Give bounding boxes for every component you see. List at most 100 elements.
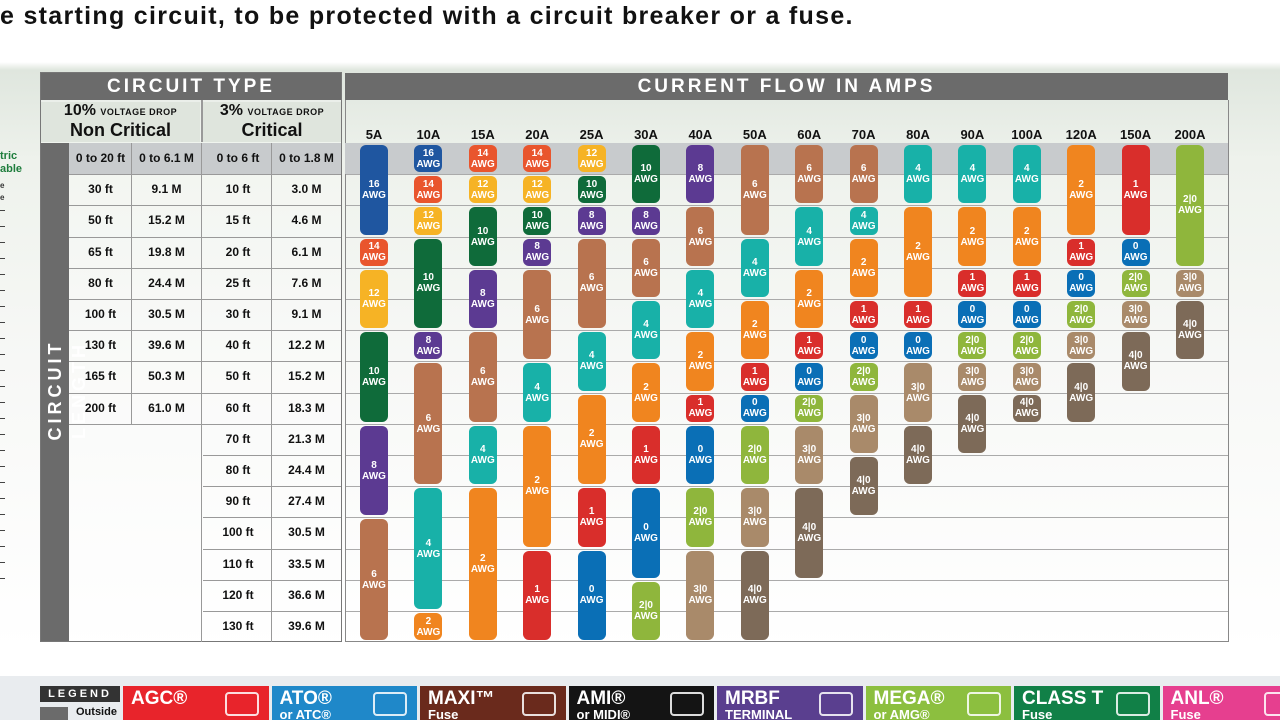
gauge-bar: 4|0 AWG bbox=[849, 457, 878, 516]
gauge-unit: AWG bbox=[688, 595, 713, 607]
gauge-unit: AWG bbox=[634, 220, 658, 232]
gauge-value: 4 bbox=[480, 443, 486, 455]
gauge-value: 1 bbox=[1132, 178, 1139, 190]
gauge-value: 14 bbox=[531, 147, 543, 159]
gauge-value: 6 bbox=[371, 568, 377, 580]
legend-item-sub: or ATC® bbox=[279, 707, 331, 720]
row-nc-ft: 100 ft bbox=[84, 307, 117, 321]
gauge-bar: 1 AWG bbox=[849, 301, 878, 329]
gauge-value: 3|0 bbox=[1128, 303, 1143, 315]
gauge-bar: 10 AWG bbox=[523, 207, 552, 235]
row-line-right bbox=[346, 423, 1228, 425]
gauge-unit: AWG bbox=[1069, 283, 1094, 295]
gauge-unit: AWG bbox=[797, 454, 822, 466]
gauge-value: 1 bbox=[643, 443, 649, 455]
gauge-value: 10 bbox=[368, 365, 380, 377]
row-nc-m: 50.3 M bbox=[148, 369, 185, 384]
legend-outside-swatch bbox=[40, 707, 68, 720]
gauge-bar: 1 AWG bbox=[958, 269, 987, 297]
row-line-right bbox=[346, 392, 1228, 394]
gauge-unit: AWG bbox=[525, 252, 550, 264]
gauge-unit: AWG bbox=[1069, 189, 1094, 201]
gauge-unit: AWG bbox=[525, 595, 550, 607]
gauge-bar: 3|0 AWG bbox=[849, 394, 878, 453]
gauge-bar: 2 AWG bbox=[523, 425, 552, 547]
legend-item-name: MRBF bbox=[725, 688, 780, 709]
gauge-value: 0 bbox=[588, 584, 595, 596]
gauge-bar: 10 AWG bbox=[414, 238, 443, 329]
gauge-value: 8 bbox=[425, 334, 432, 346]
row-c-ft: 30 ft bbox=[225, 307, 251, 321]
gauge-value: 3|0 bbox=[747, 506, 762, 518]
gauge-unit: AWG bbox=[470, 158, 495, 170]
legend-item-name: MEGA® bbox=[873, 688, 945, 709]
gauge-bar: 4|0 AWG bbox=[958, 394, 987, 453]
gauge-bar: 4 AWG bbox=[632, 301, 660, 360]
row-line-left bbox=[203, 486, 341, 488]
gauge-bar: 8 AWG bbox=[414, 332, 443, 360]
gauge-bar: 2 AWG bbox=[686, 332, 715, 391]
gauge-unit: AWG bbox=[634, 610, 658, 622]
gauge-bar: 1 AWG bbox=[795, 332, 824, 360]
legend-title: LEGEND bbox=[48, 688, 112, 700]
fuse-icon bbox=[1264, 692, 1280, 716]
gauge-value: 4|0 bbox=[802, 521, 817, 533]
gauge-bar: 2|0 AWG bbox=[849, 363, 878, 391]
gauge-unit: AWG bbox=[797, 376, 822, 388]
row-c-m: 30.5 M bbox=[288, 525, 325, 540]
gauge-bar: 14 AWG bbox=[468, 145, 497, 173]
gauge-unit: AWG bbox=[470, 376, 495, 388]
gauge-value: 8 bbox=[534, 241, 540, 253]
row-line-left bbox=[69, 299, 341, 300]
gauge-unit: AWG bbox=[1014, 174, 1039, 186]
tick-mark bbox=[0, 306, 5, 307]
gauge-bar: 10 AWG bbox=[632, 145, 660, 204]
amp-label: 200A bbox=[1174, 127, 1206, 142]
gauge-value: 2|0 bbox=[965, 334, 980, 346]
gauge-bar: 3|0 AWG bbox=[1176, 269, 1204, 297]
gauge-bar: 2|0 AWG bbox=[1012, 332, 1041, 360]
gauge-value: 2 bbox=[969, 225, 976, 237]
row-line-left bbox=[69, 174, 341, 176]
gauge-value: 2 bbox=[480, 553, 486, 565]
tick-mark bbox=[0, 258, 5, 259]
gauge-bar: 6 AWG bbox=[795, 145, 824, 204]
row-c-m: 39.6 M bbox=[288, 619, 325, 633]
gauge-bar: 10 AWG bbox=[360, 332, 388, 422]
tick-mark bbox=[0, 274, 5, 275]
gauge-value: 2 bbox=[643, 381, 649, 393]
gauge-unit: AWG bbox=[525, 158, 550, 170]
gauge-bar: 12 AWG bbox=[468, 176, 497, 204]
gauge-bar: 4 AWG bbox=[523, 363, 552, 422]
legend-item: AGC® bbox=[123, 686, 269, 720]
gauge-bar: 4 AWG bbox=[577, 332, 606, 391]
gauge-bar: 4 AWG bbox=[686, 269, 715, 329]
row-line-right bbox=[346, 267, 1228, 269]
gauge-bar: 4|0 AWG bbox=[795, 488, 824, 578]
gauge-bar: 1 AWG bbox=[904, 301, 932, 329]
gauge-value: 8 bbox=[371, 459, 377, 471]
row-line-right bbox=[346, 455, 1228, 456]
gauge-bar: 1 AWG bbox=[523, 550, 552, 641]
row-nc-m: 9.1 M bbox=[151, 182, 182, 197]
gauge-value: 4 bbox=[915, 163, 921, 175]
gauge-unit: AWG bbox=[579, 220, 604, 232]
gauge-value: 10 bbox=[422, 272, 434, 284]
gauge-unit: AWG bbox=[525, 189, 550, 201]
gauge-unit: AWG bbox=[416, 626, 441, 638]
gauge-value: 1 bbox=[697, 397, 704, 409]
gauge-value: 3|0 bbox=[1183, 272, 1197, 284]
row-nc-m: 39.6 M bbox=[148, 338, 185, 353]
gauge-unit: AWG bbox=[1069, 252, 1094, 264]
row-line-left bbox=[69, 236, 341, 238]
gauge-unit: AWG bbox=[416, 548, 441, 560]
row-c-ft: 0 to 6 ft bbox=[216, 151, 260, 165]
gauge-value: 6 bbox=[480, 365, 486, 377]
fuse-icon bbox=[521, 692, 556, 716]
gauge-bar: 4 AWG bbox=[1012, 145, 1041, 204]
gauge-unit: AWG bbox=[906, 454, 930, 466]
gauge-bar: 16 AWG bbox=[414, 145, 443, 173]
gauge-value: 2|0 bbox=[747, 443, 762, 455]
gauge-value: 4|0 bbox=[1128, 350, 1143, 362]
critical-header: 3% VOLTAGE DROP Critical bbox=[203, 102, 341, 142]
